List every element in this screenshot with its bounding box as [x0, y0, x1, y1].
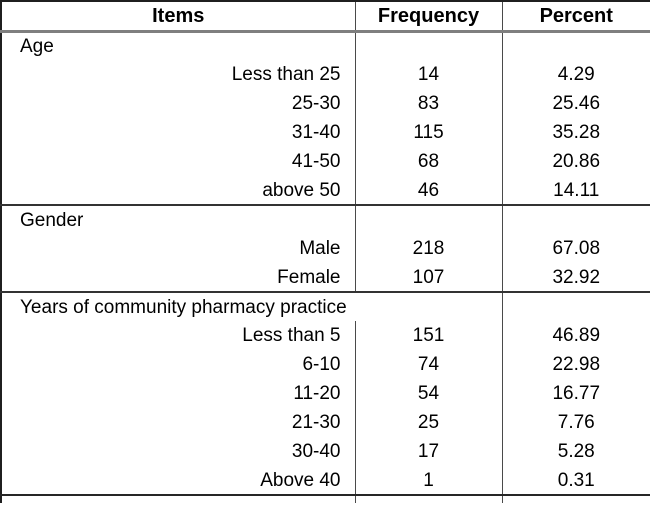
percent-value: 7.76: [501, 408, 650, 437]
item-label: 41-50: [291, 151, 341, 172]
header-row: Items Frequency Percent: [1, 1, 650, 31]
percent-value: 25.46: [501, 89, 650, 118]
item-label: Less than 5: [242, 325, 341, 346]
table-row: 25-30 83 25.46: [1, 89, 650, 118]
table-row: Less than 25 14 4.29: [1, 60, 650, 89]
section-row-years: Years of community pharmacy practice: [1, 292, 650, 321]
table-row: above 50 46 14.11: [1, 176, 650, 205]
table-row: Female 107 32.92: [1, 263, 650, 292]
frequency-value: 1: [354, 466, 502, 495]
header-percent: Percent: [501, 1, 650, 31]
item-label: 31-40: [291, 122, 341, 143]
percent-value: 5.28: [501, 437, 650, 466]
empty-frequency-cell: [354, 495, 502, 503]
empty-items-cell: [1, 495, 355, 503]
item-label: 30-40: [291, 441, 341, 462]
frequency-value: 54: [354, 379, 502, 408]
percent-value: 4.29: [501, 60, 650, 89]
percent-value: 46.89: [501, 321, 650, 350]
frequency-value: 115: [354, 118, 502, 147]
empty-percent-cell: [501, 205, 650, 234]
table-row: 6-10 74 22.98: [1, 350, 650, 379]
table-row: 21-30 25 7.76: [1, 408, 650, 437]
frequency-value: 107: [354, 263, 502, 292]
frequency-value: 83: [354, 89, 502, 118]
percent-value: 14.11: [501, 176, 650, 205]
section-row-age: Age: [1, 31, 650, 60]
percent-value: 16.77: [501, 379, 650, 408]
empty-percent-cell: [501, 31, 650, 60]
section-label: Years of community pharmacy practice: [20, 296, 347, 318]
percent-value: 20.86: [501, 147, 650, 176]
section-row-gender: Gender: [1, 205, 650, 234]
item-label: above 50: [262, 179, 341, 201]
section-label: Gender: [20, 209, 84, 231]
percent-value: 32.92: [501, 263, 650, 292]
item-label: 11-20: [293, 383, 341, 404]
percent-value: 67.08: [501, 234, 650, 263]
percent-value: 22.98: [501, 350, 650, 379]
table-row: Above 40 1 0.31: [1, 466, 650, 495]
percent-value: 35.28: [501, 118, 650, 147]
empty-frequency-cell: [354, 205, 502, 234]
empty-percent-cell: [501, 292, 650, 321]
table-row: 31-40 115 35.28: [1, 118, 650, 147]
table-row: Male 218 67.08: [1, 234, 650, 263]
frequency-value: 17: [354, 437, 502, 466]
cutoff-row-sliver: [1, 495, 650, 503]
frequency-value: 46: [354, 176, 502, 205]
header-frequency: Frequency: [354, 1, 502, 31]
item-label: Male: [299, 238, 341, 259]
table-row: 30-40 17 5.28: [1, 437, 650, 466]
empty-percent-cell: [501, 495, 650, 503]
item-label: Female: [277, 266, 341, 288]
item-label: Above 40: [260, 469, 341, 491]
item-label: 21-30: [291, 412, 341, 433]
frequency-value: 151: [354, 321, 502, 350]
table-header: Items Frequency Percent: [1, 1, 650, 31]
frequency-value: 218: [354, 234, 502, 263]
item-label: Less than 25: [231, 64, 341, 85]
table-row: Less than 5 151 46.89: [1, 321, 650, 350]
frequency-value: 74: [354, 350, 502, 379]
item-label: 25-30: [291, 93, 341, 114]
frequency-value: 14: [354, 60, 502, 89]
table-row: 41-50 68 20.86: [1, 147, 650, 176]
empty-frequency-cell: [354, 31, 502, 60]
section-label: Age: [20, 35, 54, 57]
table-row: 11-20 54 16.77: [1, 379, 650, 408]
item-label: 6-10: [302, 354, 341, 375]
percent-value: 0.31: [501, 466, 650, 495]
header-items: Items: [152, 4, 205, 27]
frequency-value: 25: [354, 408, 502, 437]
frequency-value: 68: [354, 147, 502, 176]
